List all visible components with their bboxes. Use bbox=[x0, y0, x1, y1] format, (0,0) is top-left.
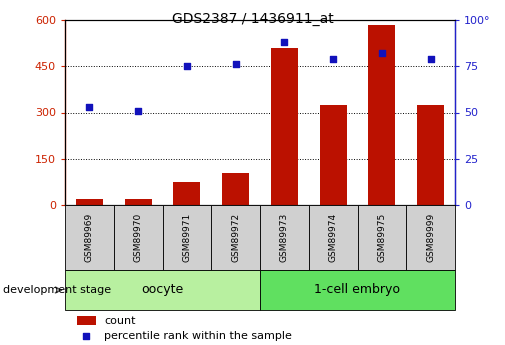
Bar bbox=[77, 316, 96, 325]
Point bbox=[378, 50, 386, 56]
Bar bbox=[417, 105, 444, 205]
Bar bbox=[358, 205, 406, 270]
Bar bbox=[65, 270, 260, 310]
Text: GSM89969: GSM89969 bbox=[85, 213, 94, 262]
Bar bbox=[320, 105, 346, 205]
Bar bbox=[260, 270, 455, 310]
Text: GSM89972: GSM89972 bbox=[231, 213, 240, 262]
Text: 1-cell embryo: 1-cell embryo bbox=[315, 284, 400, 296]
Point bbox=[329, 56, 337, 62]
Bar bbox=[369, 24, 395, 205]
Text: GSM89974: GSM89974 bbox=[329, 213, 338, 262]
Text: GSM89970: GSM89970 bbox=[134, 213, 142, 262]
Point bbox=[82, 333, 90, 339]
Bar bbox=[406, 205, 455, 270]
Bar bbox=[65, 205, 114, 270]
Text: development stage: development stage bbox=[3, 285, 111, 295]
Text: GSM89971: GSM89971 bbox=[182, 213, 191, 262]
Bar bbox=[222, 172, 249, 205]
Point bbox=[427, 56, 435, 62]
Bar bbox=[211, 205, 260, 270]
Text: GSM89999: GSM89999 bbox=[426, 213, 435, 262]
Point bbox=[85, 104, 93, 110]
Point bbox=[280, 39, 288, 45]
Text: oocyte: oocyte bbox=[141, 284, 184, 296]
Point bbox=[232, 62, 240, 67]
Bar bbox=[174, 182, 200, 205]
Bar bbox=[114, 205, 163, 270]
Text: percentile rank within the sample: percentile rank within the sample bbox=[104, 331, 292, 341]
Bar bbox=[271, 48, 298, 205]
Bar bbox=[260, 205, 309, 270]
Point bbox=[134, 108, 142, 114]
Text: count: count bbox=[104, 316, 135, 326]
Bar bbox=[309, 205, 358, 270]
Text: GSM89973: GSM89973 bbox=[280, 213, 289, 262]
Bar bbox=[76, 199, 103, 205]
Point bbox=[183, 63, 191, 69]
Bar bbox=[163, 205, 211, 270]
Bar bbox=[125, 199, 152, 205]
Text: GDS2387 / 1436911_at: GDS2387 / 1436911_at bbox=[172, 12, 333, 26]
Text: GSM89975: GSM89975 bbox=[377, 213, 386, 262]
